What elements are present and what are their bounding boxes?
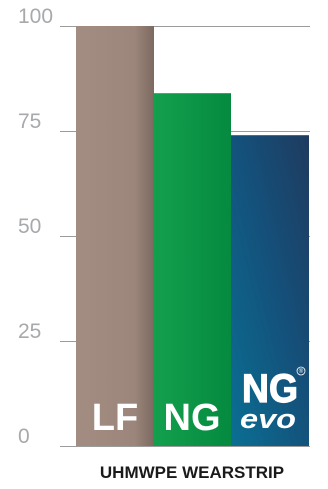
bar-ng-evo <box>231 135 309 446</box>
bar-lf-label: LF <box>92 397 138 439</box>
y-tick-label: 0 <box>18 425 30 448</box>
y-tick-label: 25 <box>18 320 41 343</box>
y-tick-label: 50 <box>18 215 41 238</box>
registered-mark-text: ® <box>299 368 304 375</box>
x-axis-label: UHMWPE WEARSTRIP <box>100 463 284 482</box>
logo-evo-text: evo <box>240 404 296 434</box>
bar-ng-label: NG <box>164 397 221 439</box>
y-tick-label: 75 <box>18 110 41 133</box>
y-tick-labels: 0 25 50 75 100 <box>18 5 53 448</box>
logo-ng-text: NG <box>242 367 298 411</box>
bar-ng <box>153 93 231 446</box>
bar-lf <box>76 26 154 446</box>
y-tick-label: 100 <box>18 5 53 28</box>
registered-mark-icon <box>296 366 306 376</box>
